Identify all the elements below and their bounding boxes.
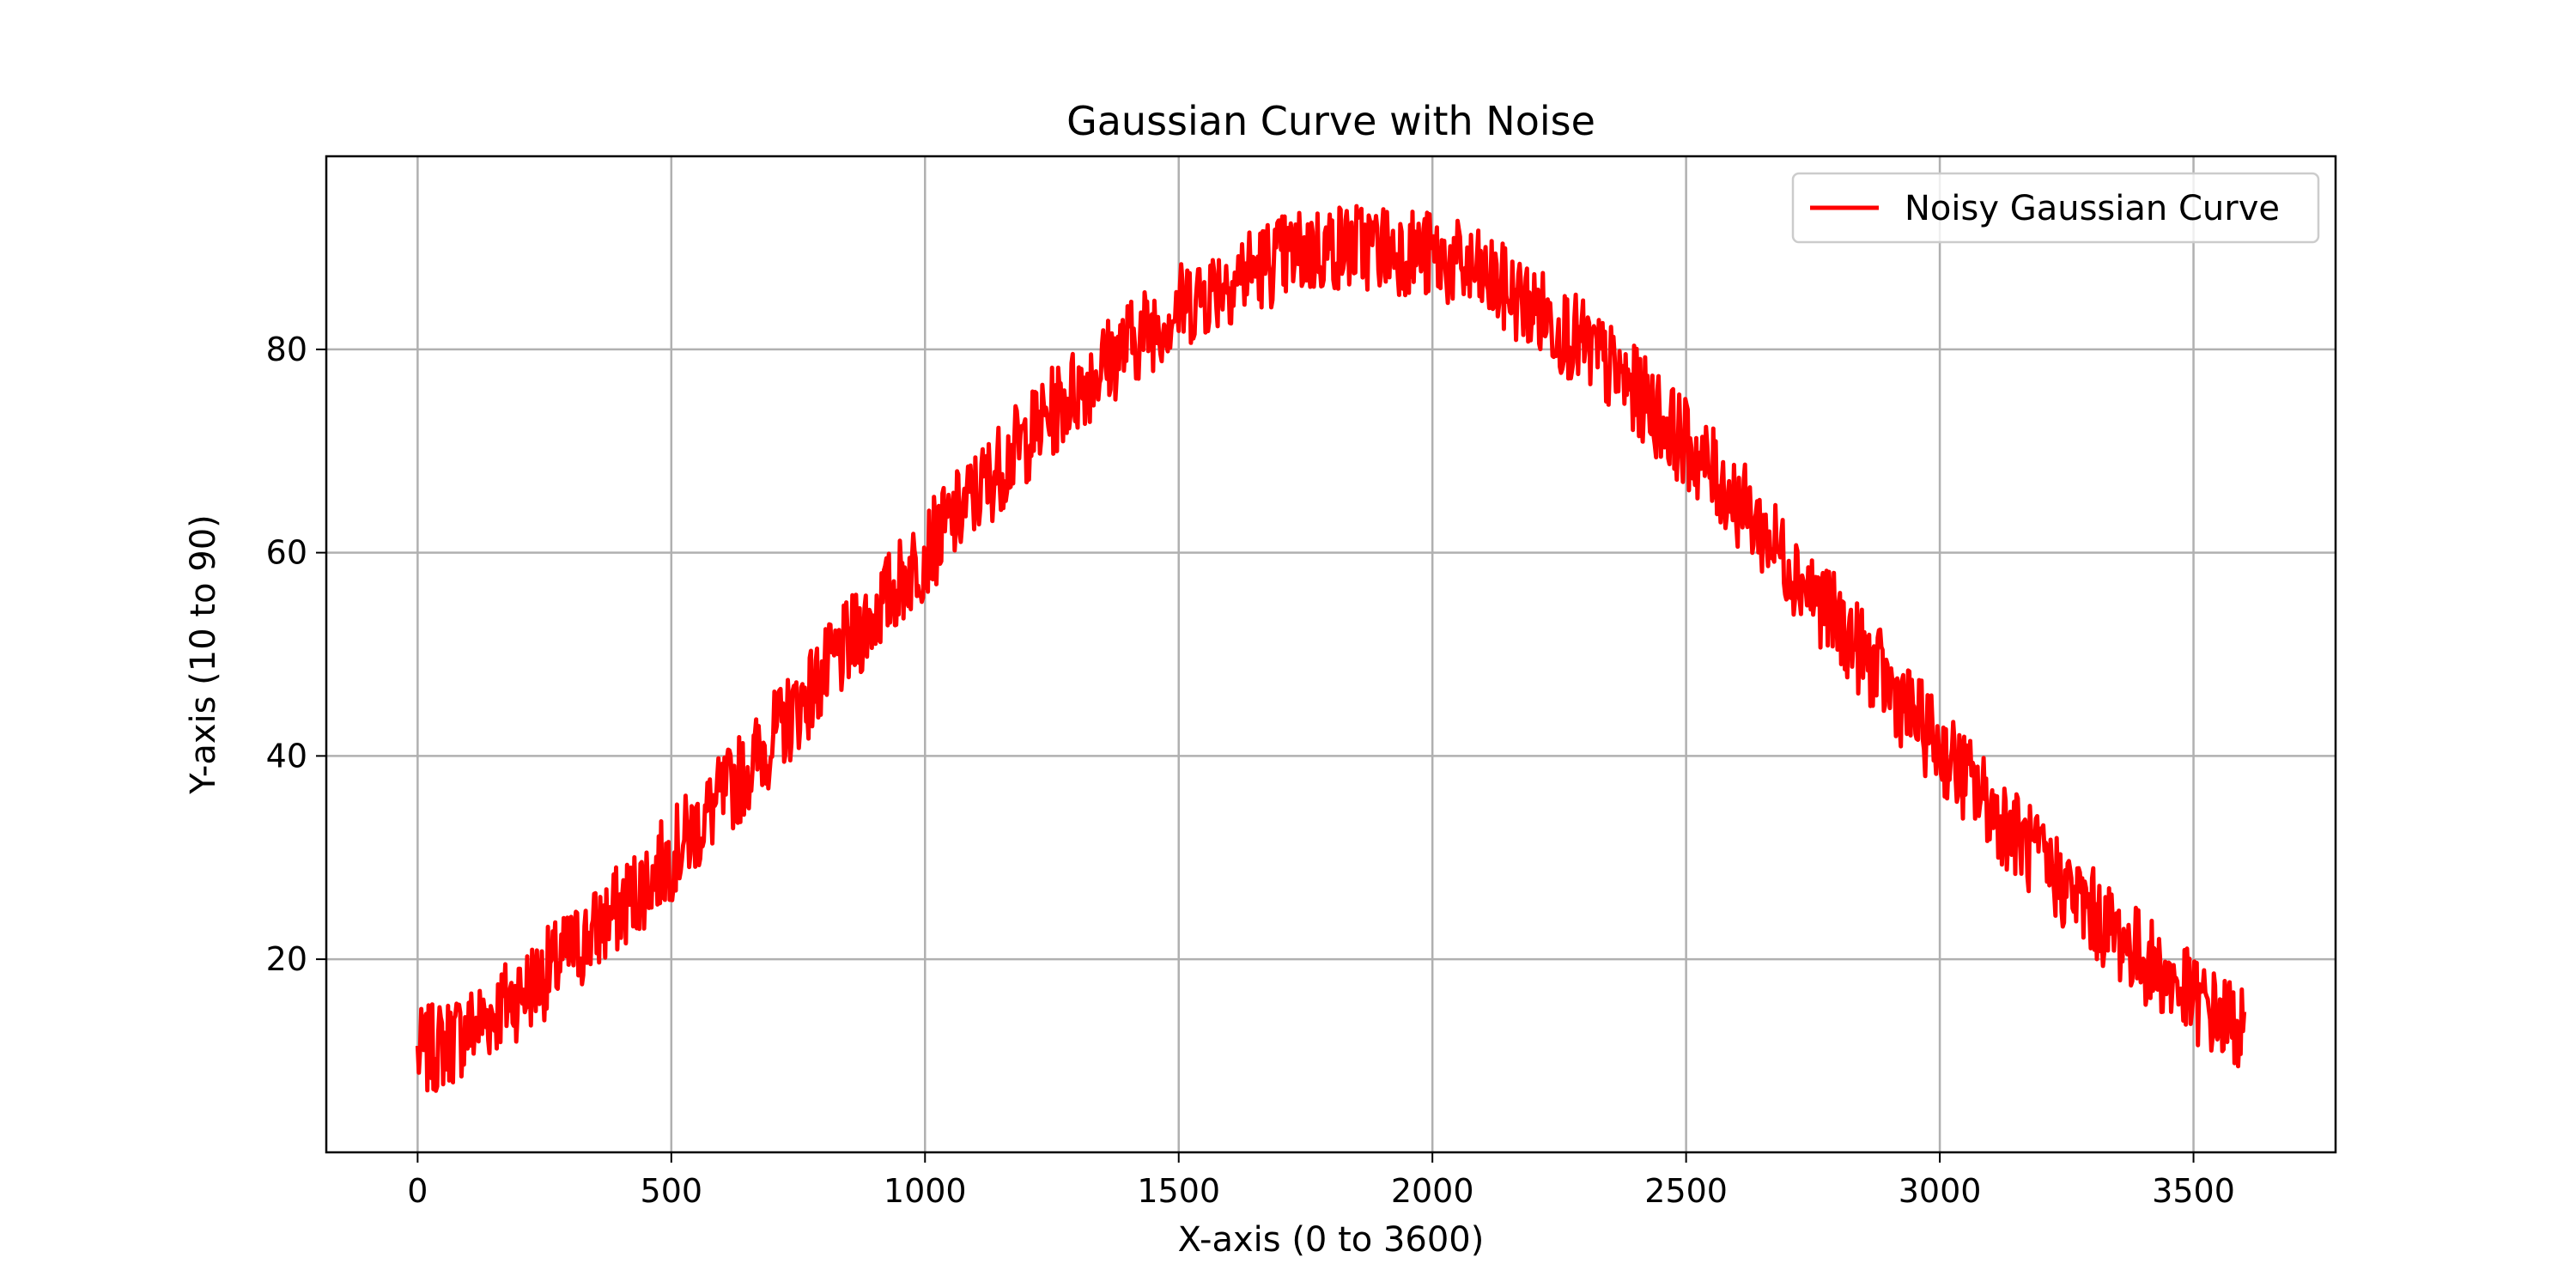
x-tick-label: 1500 — [1137, 1172, 1220, 1210]
x-axis-title: X-axis (0 to 3600) — [1178, 1220, 1485, 1260]
data-layer — [415, 204, 2247, 1093]
y-tick-label: 20 — [266, 940, 307, 978]
x-tick-label: 2000 — [1391, 1172, 1474, 1210]
series-line — [415, 204, 2247, 1093]
x-tick-label: 2500 — [1644, 1172, 1728, 1210]
x-tick-label: 3500 — [2152, 1172, 2235, 1210]
legend: Noisy Gaussian Curve — [1791, 172, 2320, 244]
ticks: 0 500 1000 1500 2000 2500 3000 3500 20 40 60 80 — [266, 331, 2235, 1210]
x-tick-label: 500 — [641, 1172, 703, 1210]
plot-frame — [325, 155, 2337, 1154]
chart-title: Gaussian Curve with Noise — [1066, 98, 1595, 144]
legend-label: Noisy Gaussian Curve — [1905, 189, 2280, 228]
grid — [326, 156, 2336, 1152]
x-tick-label: 0 — [407, 1172, 428, 1210]
x-tick-label: 3000 — [1899, 1172, 1982, 1210]
y-tick-label: 40 — [266, 737, 307, 775]
x-tick-label: 1000 — [884, 1172, 967, 1210]
legend-box — [1791, 172, 2320, 244]
y-axis-title: Y-axis (10 to 90) — [184, 514, 223, 795]
y-tick-label: 80 — [266, 331, 307, 368]
y-tick-label: 60 — [266, 534, 307, 572]
